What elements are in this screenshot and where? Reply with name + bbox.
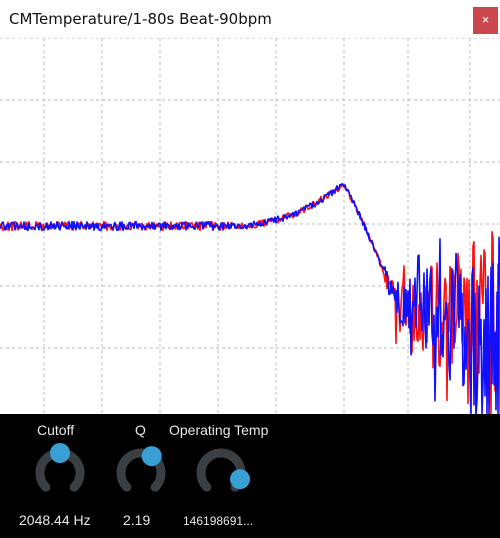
close-button[interactable]: ×	[473, 7, 498, 34]
series-line-blue	[0, 183, 500, 414]
operating-temp-value: 146198691...	[183, 514, 254, 528]
cutoff-knob[interactable]	[28, 441, 92, 505]
title-bar: CMTemperature/1-80s Beat-90bpm ×	[0, 0, 500, 38]
cutoff-value: 2048.44 Hz	[19, 512, 91, 528]
knob-track	[116, 448, 166, 492]
knob-handle[interactable]	[50, 443, 70, 463]
q-label: Q	[135, 422, 146, 438]
knob-handle[interactable]	[141, 446, 162, 467]
knob-handle[interactable]	[230, 469, 251, 490]
response-chart	[0, 38, 500, 414]
operating-temp-knob[interactable]	[189, 441, 253, 505]
operating-temp-label: Operating Temp	[169, 422, 269, 438]
window-title: CMTemperature/1-80s Beat-90bpm	[9, 10, 272, 28]
frequency-response-plot	[0, 38, 500, 414]
q-value: 2.19	[123, 512, 151, 528]
q-knob[interactable]	[109, 441, 173, 505]
series-line-red	[0, 184, 500, 414]
controls-panel: Cutoff Q Operating Temp 2048.44 Hz 2.19 …	[0, 414, 500, 538]
cutoff-label: Cutoff	[37, 422, 75, 438]
